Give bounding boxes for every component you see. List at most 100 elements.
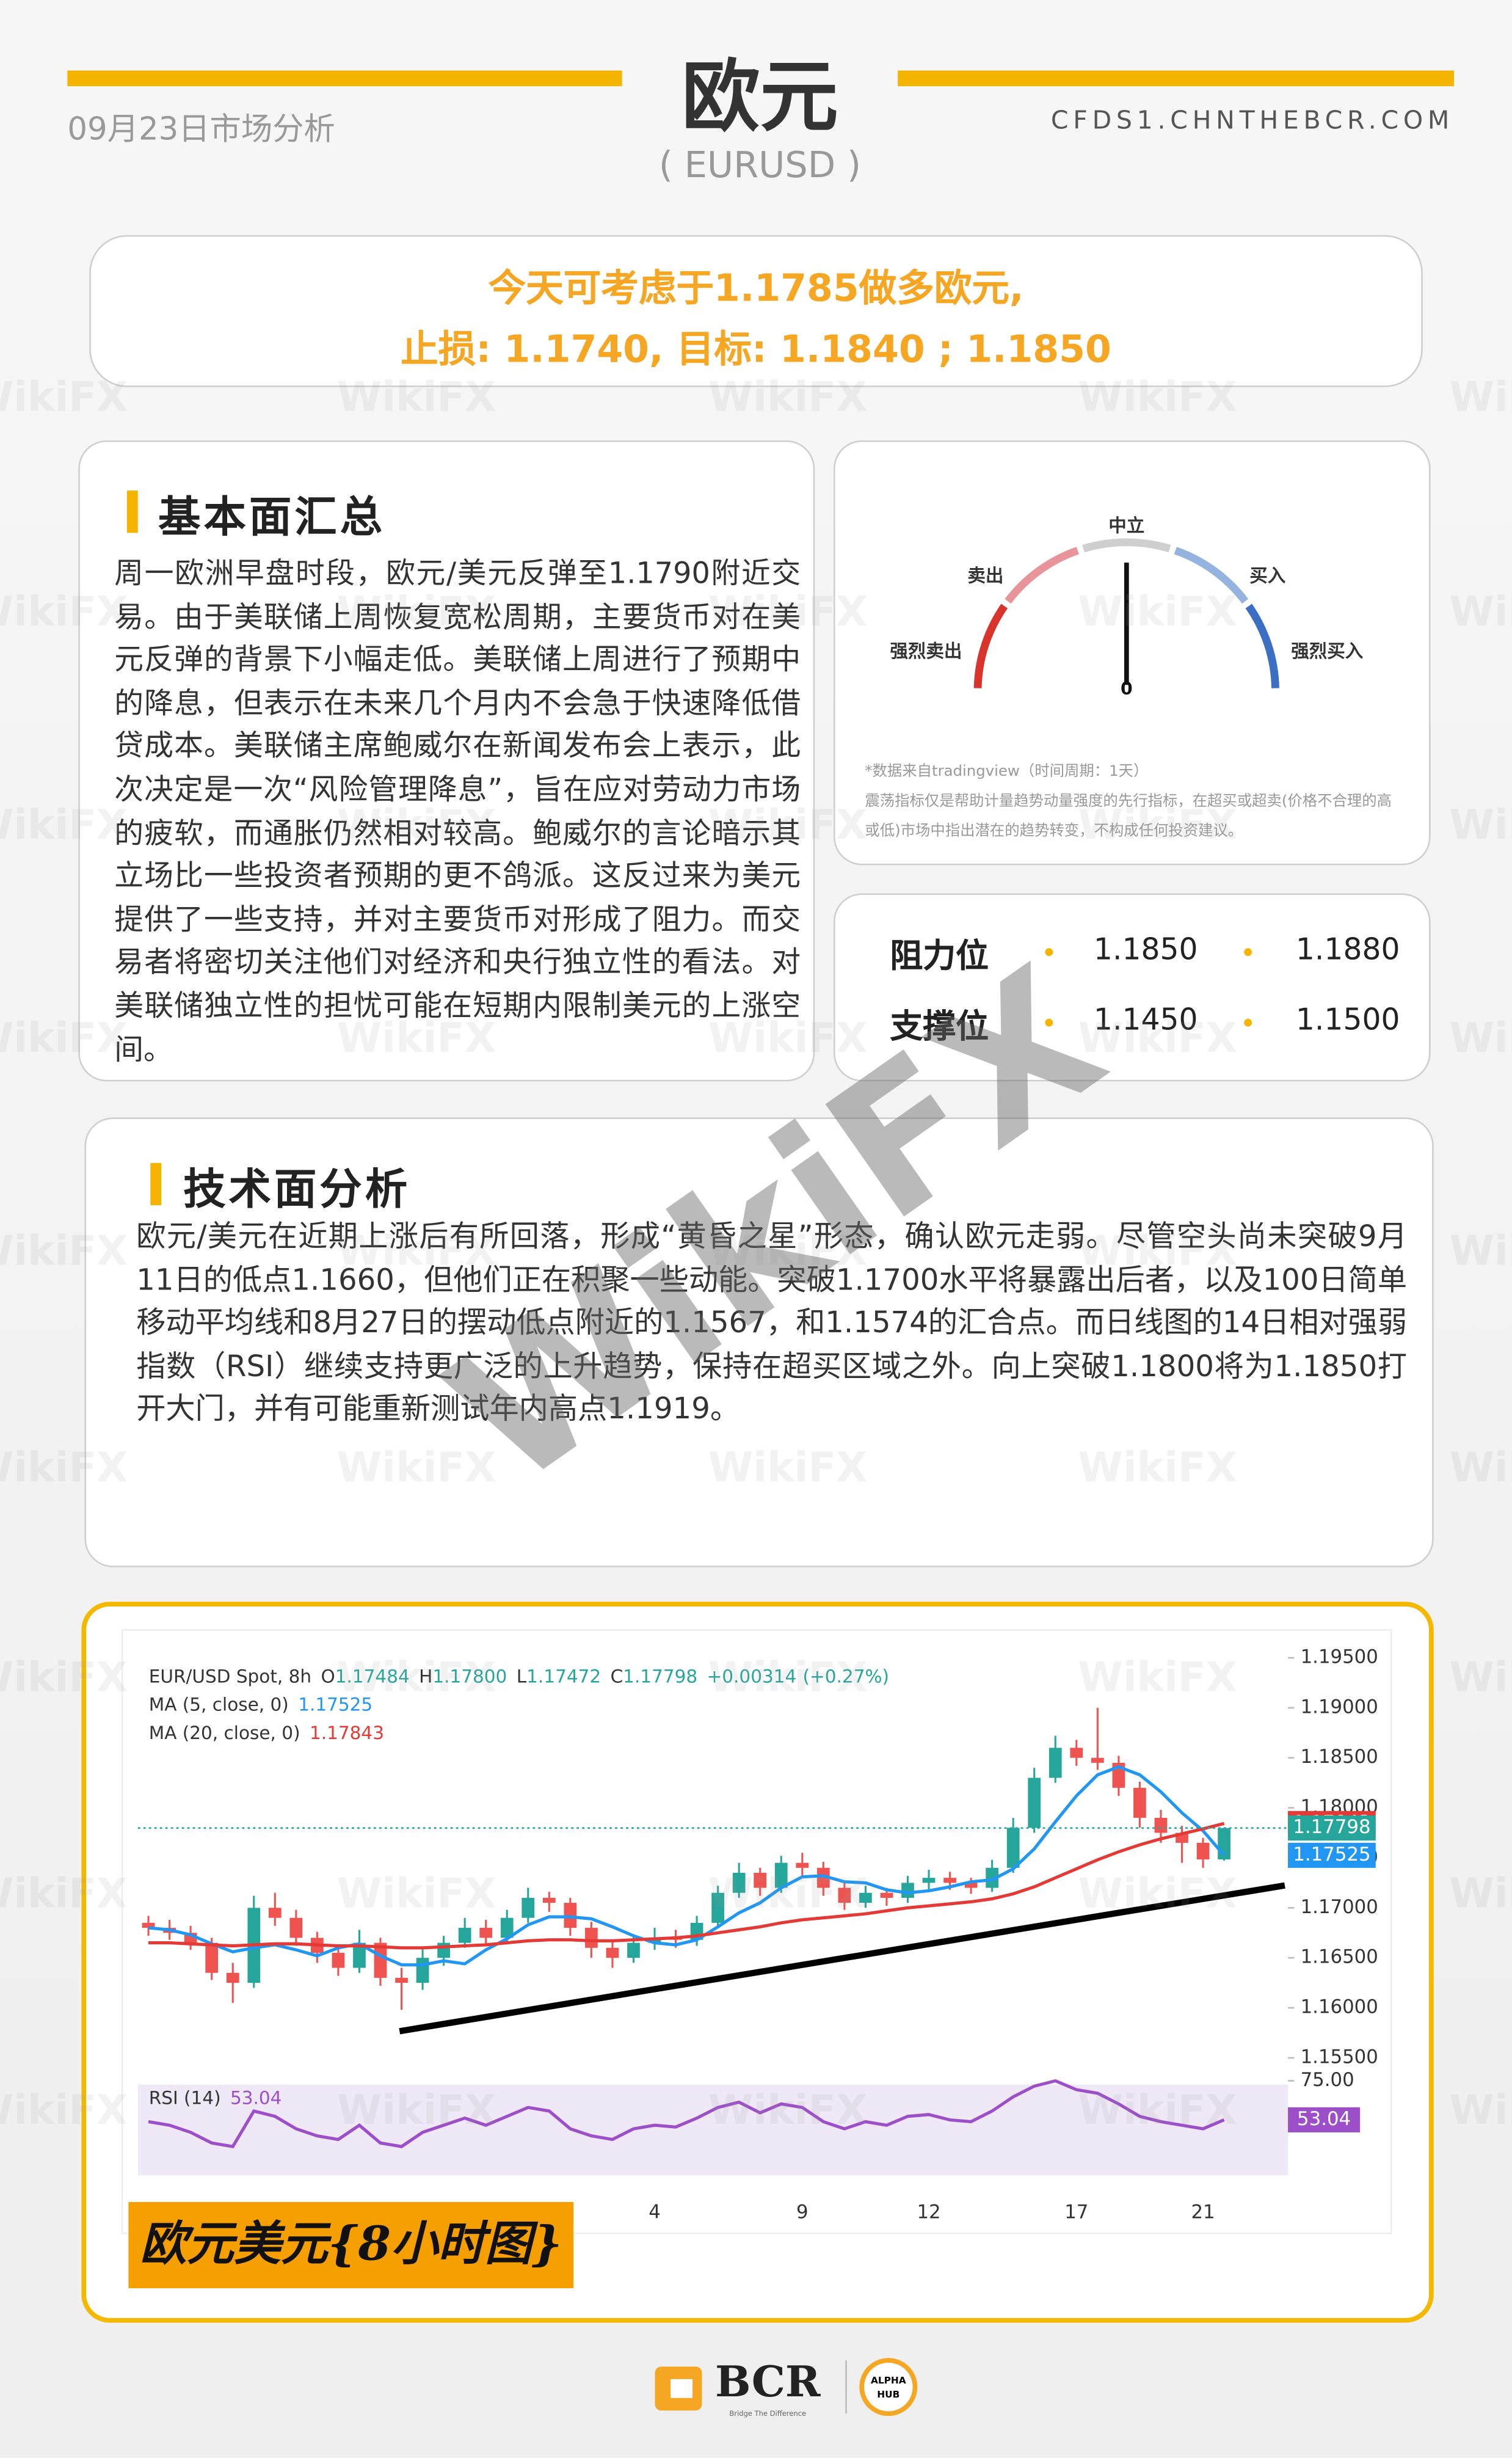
legend-line: MA (20, close, 0) 1.17843 xyxy=(149,1722,384,1743)
header-bar xyxy=(67,70,622,87)
level-label: 阻力位 xyxy=(890,937,989,975)
candle-body xyxy=(268,1908,282,1918)
legend-key: O xyxy=(321,1666,335,1687)
level-dot xyxy=(1045,948,1053,957)
ma-line xyxy=(148,1822,1225,1950)
gauge-note: *数据来自tradingview（时间周期：1天） 震荡指标仅是帮助计量趋势动量… xyxy=(865,757,1405,846)
watermark: WikiFX xyxy=(1449,588,1512,635)
watermark: WikiFX xyxy=(1449,1227,1512,1275)
candle-body xyxy=(943,1878,956,1883)
badge xyxy=(859,2358,918,2416)
gauge-label: 强烈卖出 xyxy=(890,641,962,662)
candle-body xyxy=(479,1928,493,1938)
gauge-arc xyxy=(1082,538,1171,553)
y-tick-label: 1.17000 xyxy=(1301,1896,1378,1918)
candle-body xyxy=(522,1897,535,1918)
candle-body xyxy=(1028,1778,1041,1828)
badge-text: ALPHA xyxy=(871,2375,906,2386)
title-marker xyxy=(150,1162,162,1206)
candle-body xyxy=(627,1942,640,1958)
recommendation-line: 今天可考虑于1.1785做多欧元, xyxy=(488,266,1024,311)
candle-body xyxy=(774,1862,788,1888)
gauge-label: 买入 xyxy=(1249,566,1285,586)
caption-box xyxy=(128,2201,574,2289)
y-tick-label: 1.18500 xyxy=(1301,1746,1378,1768)
candle-body xyxy=(1049,1748,1062,1778)
title-marker xyxy=(126,491,138,533)
section-title: 技术面分析 xyxy=(183,1165,411,1215)
rsi-panel xyxy=(137,2084,1288,2176)
candle-body xyxy=(711,1892,724,1923)
candle-body xyxy=(732,1873,746,1893)
date: 09月23日市场分析 xyxy=(67,109,335,148)
candle-body xyxy=(922,1878,936,1883)
rsi-value: 53.04 xyxy=(230,2087,282,2108)
candle-body xyxy=(585,1928,598,1948)
legend-key: C xyxy=(611,1666,623,1687)
section-title: 基本面汇总 xyxy=(158,494,386,542)
recommendation-line: 止损: 1.1740, 目标: 1.1840 ; 1.1850 xyxy=(401,327,1111,372)
candle-body xyxy=(880,1892,893,1898)
x-tick-label: 12 xyxy=(917,2201,940,2223)
price-badge xyxy=(1288,1842,1376,1868)
logo-icon xyxy=(671,2379,693,2398)
candle-body xyxy=(1070,1748,1083,1758)
candle-body xyxy=(500,1917,514,1938)
rsi-badge-label: 53.04 xyxy=(1297,2108,1351,2130)
footer: BCR Bridge The Difference ALPHA HUB xyxy=(655,2357,918,2418)
price-badge-label: 1.17798 xyxy=(1293,1816,1370,1838)
watermark: WikiFX xyxy=(1449,1014,1512,1062)
legend-line: MA (5, close, 0) 1.17525 xyxy=(149,1694,373,1715)
technical-box: 技术面分析 欧元/美元在近期上涨后有所回落，形成“黄昏之星”形态，确认欧元走弱。… xyxy=(84,1117,1434,1567)
candle-body xyxy=(754,1873,767,1888)
recommendation-box: 今天可考虑于1.1785做多欧元, 止损: 1.1740, 目标: 1.1840… xyxy=(89,235,1423,387)
legend-value: 1.17798 xyxy=(623,1666,697,1687)
chart-frame: 欧元美元{8小时图} 1.15500 1.16000 1.16500 1.17000 1… xyxy=(81,1602,1434,2323)
watermark: WikiFX xyxy=(1449,1443,1512,1491)
watermark: WikiFX xyxy=(1449,2086,1512,2134)
rsi-tick-label: 75.00 xyxy=(1301,2069,1354,2091)
level-dot xyxy=(1244,1018,1252,1027)
legend-name: MA (5, close, 0) xyxy=(149,1694,289,1715)
legend-value: 1.17484 xyxy=(335,1666,410,1687)
rsi-line xyxy=(148,2079,1225,2148)
candle-body xyxy=(964,1883,978,1888)
legend-value: 1.17843 xyxy=(310,1722,384,1743)
candle-body xyxy=(374,1942,387,1978)
legend-line: EUR/USD Spot, 8h O1.17484 H1.17800 L1.17472… xyxy=(149,1666,889,1687)
gauge-arc xyxy=(1245,604,1279,688)
watermark: WikiFX xyxy=(1449,801,1512,848)
gauge-label: 中立 xyxy=(1108,516,1144,536)
chart: 欧元美元{8小时图} 1.15500 1.16000 1.16500 1.17000 1… xyxy=(121,1629,1392,2289)
watermark: WikiFX xyxy=(1449,1654,1512,1701)
gauge-arc xyxy=(1174,547,1249,604)
legend-value: 1.17525 xyxy=(298,1694,373,1715)
candle-body xyxy=(395,1977,408,1983)
candle-body xyxy=(289,1917,303,1938)
title: 欧元 xyxy=(681,51,838,143)
candle-body xyxy=(353,1942,366,1968)
candle-body xyxy=(458,1928,471,1943)
gauge-arc xyxy=(973,604,1008,688)
legend-key: H xyxy=(419,1666,432,1687)
candle-body xyxy=(205,1942,219,1973)
candle-body xyxy=(142,1922,155,1928)
site: CFDS1.CHNTHEBCR.COM xyxy=(1050,104,1455,135)
watermark: WikiFX xyxy=(1449,1870,1512,1917)
candle-body xyxy=(986,1867,999,1888)
level-value: 1.1850 xyxy=(1093,932,1198,968)
rsi-badge xyxy=(1288,2107,1361,2132)
legend-value: 1.17800 xyxy=(432,1666,507,1687)
subtitle: ( EURUSD ) xyxy=(658,145,861,187)
rsi-name: RSI (14) xyxy=(149,2087,221,2108)
candle-body xyxy=(416,1958,429,1983)
candle-body xyxy=(1196,1842,1210,1860)
watermark: WikiFX xyxy=(1449,373,1512,420)
legend-change: (+0.27%) xyxy=(803,1666,889,1687)
gauge-arc xyxy=(1005,547,1079,604)
paragraph: 欧元/美元在近期上涨后有所回落，形成“黄昏之星”形态，确认欧元走弱。尽管空头尚未… xyxy=(136,1220,1408,1427)
caption: 欧元美元{8小时图} xyxy=(140,2216,562,2271)
candle-body xyxy=(606,1947,619,1958)
